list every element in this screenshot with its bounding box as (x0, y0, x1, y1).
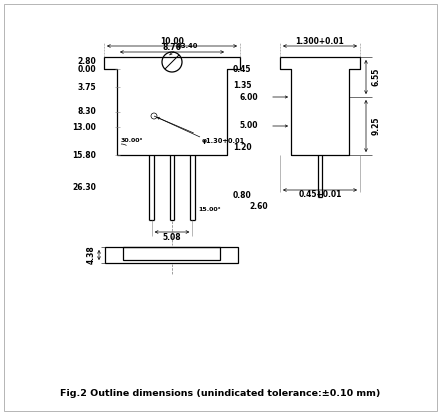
Bar (105, 247, 238, 263)
Text: 0.00: 0.00 (77, 64, 96, 73)
Text: 2.80: 2.80 (77, 58, 96, 66)
Text: 9.25: 9.25 (371, 117, 381, 135)
Text: 1.300+0.01: 1.300+0.01 (295, 37, 344, 46)
Text: 30.00°: 30.00° (121, 137, 143, 142)
Text: 6.00: 6.00 (239, 93, 258, 102)
Text: 26.30: 26.30 (72, 183, 96, 192)
Text: 3.75: 3.75 (77, 83, 96, 91)
Text: 0.80: 0.80 (233, 191, 252, 200)
Text: 15.00°: 15.00° (198, 207, 221, 212)
Bar (123, 247, 220, 260)
Text: 1.20: 1.20 (233, 142, 252, 151)
Text: 0.45: 0.45 (233, 64, 251, 73)
Text: 13.00: 13.00 (72, 122, 96, 132)
Text: 8.30: 8.30 (77, 107, 96, 117)
Text: 6.55: 6.55 (371, 68, 381, 86)
Text: 0.45+0.01: 0.45+0.01 (298, 190, 342, 200)
Text: φ1.30+0.01: φ1.30+0.01 (202, 138, 245, 144)
Text: 8.76: 8.76 (163, 44, 181, 53)
Text: 1.35: 1.35 (233, 81, 251, 90)
Text: 4.38: 4.38 (86, 246, 96, 264)
Text: φ3.40: φ3.40 (177, 43, 198, 49)
Text: Fig.2 Outline dimensions (unindicated tolerance:±0.10 mm): Fig.2 Outline dimensions (unindicated to… (60, 388, 380, 398)
Text: 15.80: 15.80 (72, 151, 96, 159)
Text: 5.08: 5.08 (163, 232, 181, 242)
Text: 2.60: 2.60 (249, 203, 268, 212)
Text: 10.00: 10.00 (160, 37, 184, 46)
Text: 5.00: 5.00 (239, 122, 258, 130)
